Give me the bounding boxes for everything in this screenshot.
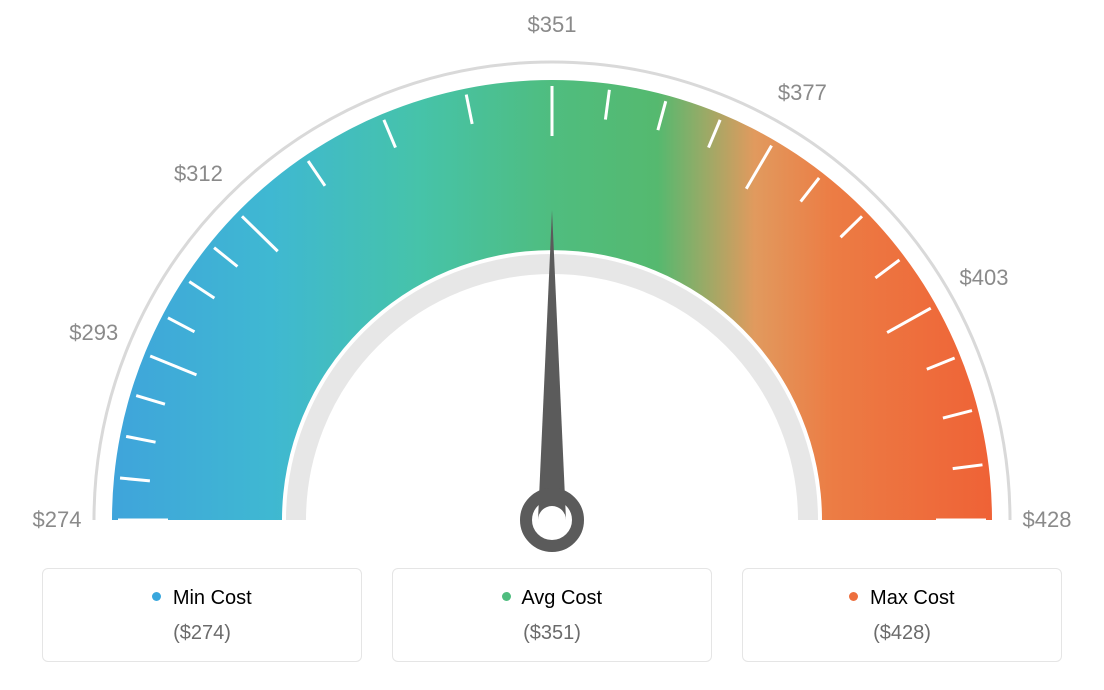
gauge-area: $274 $293 $312 $351 $377 $403 $428 [0,0,1104,560]
legend-title-avg-text: Avg Cost [521,587,602,609]
gauge-svg [0,0,1104,560]
legend-row: Min Cost ($274) Avg Cost ($351) Max Cost… [0,568,1104,662]
legend-title-max: Max Cost [753,587,1051,610]
dot-icon-max [849,592,858,601]
legend-title-max-text: Max Cost [870,587,954,609]
legend-card-max: Max Cost ($428) [742,568,1062,662]
cost-gauge-chart: $274 $293 $312 $351 $377 $403 $428 Min Cost ($… [0,0,1104,690]
gauge-tick-label: $428 [1023,507,1072,533]
gauge-tick-label: $377 [778,80,827,106]
legend-card-min: Min Cost ($274) [42,568,362,662]
dot-icon-avg [502,592,511,601]
legend-title-min: Min Cost [53,587,351,610]
legend-value-max: ($428) [753,622,1051,645]
gauge-tick-label: $274 [33,507,82,533]
legend-value-avg: ($351) [403,622,701,645]
legend-title-min-text: Min Cost [173,587,252,609]
legend-card-avg: Avg Cost ($351) [392,568,712,662]
dot-icon-min [152,592,161,601]
gauge-tick-label: $403 [960,265,1009,291]
legend-value-min: ($274) [53,622,351,645]
gauge-tick-label: $312 [174,161,223,187]
gauge-tick-label: $293 [69,320,118,346]
legend-title-avg: Avg Cost [403,587,701,610]
gauge-tick-label: $351 [528,12,577,38]
